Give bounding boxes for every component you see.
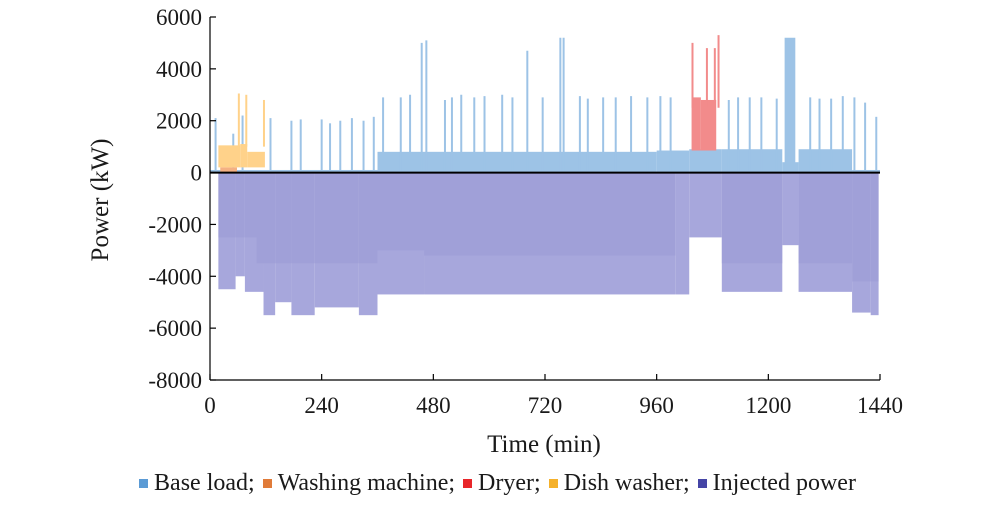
legend-item: Dish washer; xyxy=(548,470,698,497)
x-tick-label: 240 xyxy=(304,393,339,418)
x-tick-label: 0 xyxy=(204,393,216,418)
washing-machine-bar xyxy=(220,167,237,173)
legend-label: Base load; xyxy=(154,470,255,496)
dryer-bar xyxy=(700,99,717,151)
legend-swatch xyxy=(548,479,558,488)
legend-swatch xyxy=(697,479,707,488)
injected-power-bar xyxy=(675,172,690,295)
legend-item: Base load; xyxy=(139,470,263,497)
y-tick-label: -6000 xyxy=(148,316,202,341)
x-tick-label: 480 xyxy=(416,393,451,418)
y-tick-label: -2000 xyxy=(148,212,202,237)
x-tick-label: 720 xyxy=(528,393,563,418)
injected-power-band xyxy=(798,172,853,264)
plot-area xyxy=(210,35,880,316)
y-tick-label: 2000 xyxy=(156,109,202,134)
dish-washer-bar xyxy=(240,144,248,168)
injected-power-band xyxy=(721,172,783,264)
legend-label: Injected power xyxy=(712,470,856,496)
base-load-bar xyxy=(656,150,690,173)
base-load-bar xyxy=(798,149,853,173)
y-tick-label: -8000 xyxy=(148,368,202,393)
legend-swatch xyxy=(463,479,473,488)
injected-power-bar xyxy=(689,172,722,238)
injected-power-band xyxy=(256,172,378,264)
y-tick-label: -4000 xyxy=(148,264,202,289)
injected-power-bar xyxy=(782,172,799,246)
y-axis-title: Power (kW) xyxy=(87,139,114,262)
legend-swatch xyxy=(139,479,149,488)
legend-swatch xyxy=(262,479,272,488)
x-tick-label: 1200 xyxy=(745,393,791,418)
injected-power-band xyxy=(218,172,257,238)
x-tick-label: 960 xyxy=(639,393,674,418)
base-load-bar xyxy=(689,149,722,173)
y-tick-label: 0 xyxy=(191,161,203,186)
x-tick-label: 1440 xyxy=(857,393,903,418)
y-tick-label: 4000 xyxy=(156,57,202,82)
legend-item: Washing machine; xyxy=(262,470,463,497)
dish-washer-bar xyxy=(218,145,241,168)
base-load-plateau xyxy=(784,37,796,173)
x-axis-title: Time (min) xyxy=(487,431,601,458)
dish-washer-bar xyxy=(247,151,265,168)
legend-item: Injected power xyxy=(697,470,856,497)
legend-label: Dish washer; xyxy=(563,470,690,496)
legend-item: Dryer; xyxy=(463,470,549,497)
injected-power-band xyxy=(377,172,425,251)
y-tick-label: 6000 xyxy=(156,5,202,30)
base-load-bar xyxy=(210,169,378,173)
legend: Base load; Washing machine; Dryer; Dish was… xyxy=(0,470,995,497)
legend-label: Dryer; xyxy=(478,470,541,496)
base-load-bar xyxy=(721,149,783,173)
legend-label: Washing machine; xyxy=(277,470,456,496)
injected-power-band xyxy=(424,172,676,256)
injected-power-band xyxy=(852,172,879,282)
dryer-bar xyxy=(691,97,701,151)
